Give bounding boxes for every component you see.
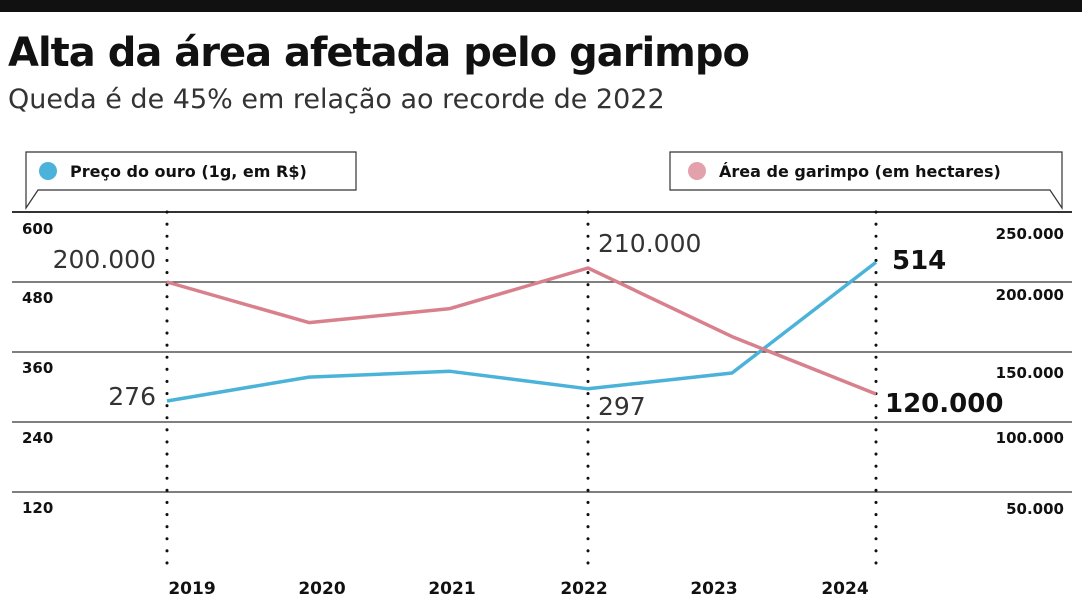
x-axis-tick: 2019 <box>168 579 215 599</box>
right-axis-tick: 100.000 <box>996 429 1064 447</box>
legend-label-mining-area: Área de garimpo (em hectares) <box>719 162 1001 181</box>
left-axis-tick: 360 <box>22 359 53 377</box>
data-label: 120.000 <box>885 389 1003 419</box>
top-bar <box>0 0 1082 12</box>
data-label: 210.000 <box>598 229 701 258</box>
left-axis-tick: 240 <box>22 429 53 447</box>
right-axis-tick: 200.000 <box>996 286 1064 304</box>
right-axis-tick: 250.000 <box>996 225 1064 243</box>
legend-right: Área de garimpo (em hectares) <box>669 151 1063 210</box>
data-label: 276 <box>108 382 156 411</box>
x-axis-tick: 2022 <box>560 579 607 599</box>
data-label: 200.000 <box>53 245 156 274</box>
chart-subtitle: Queda é de 45% em relação ao recorde de … <box>8 84 665 115</box>
legend-swatch-mining-area <box>688 162 706 180</box>
left-axis-tick: 600 <box>22 220 53 238</box>
legend-label-gold-price: Preço do ouro (1g, em R$) <box>70 162 307 181</box>
legend-left: Preço do ouro (1g, em R$) <box>25 151 357 210</box>
left-axis-tick: 120 <box>22 499 53 517</box>
data-label: 514 <box>892 246 946 276</box>
x-axis-tick: 2024 <box>821 579 868 599</box>
x-axis-tick: 2021 <box>428 579 475 599</box>
right-axis-tick: 50.000 <box>1006 500 1064 518</box>
left-axis-tick: 480 <box>22 289 53 307</box>
data-label: 297 <box>598 392 646 421</box>
x-axis-tick: 2023 <box>690 579 737 599</box>
series-line-gold-price <box>166 260 878 403</box>
x-axis-tick: 2020 <box>298 579 345 599</box>
chart-title: Alta da área afetada pelo garimpo <box>8 30 749 76</box>
legend-swatch-gold-price <box>39 162 57 180</box>
series-line-mining-area <box>166 266 877 396</box>
right-axis-tick: 150.000 <box>996 364 1064 382</box>
